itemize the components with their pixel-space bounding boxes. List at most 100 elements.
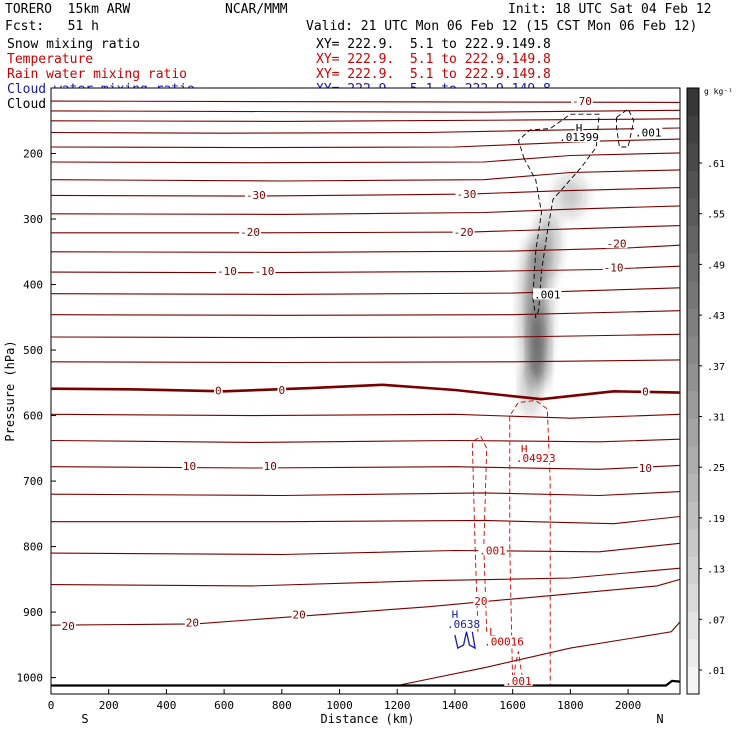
- colorbar-label: .49: [707, 260, 725, 271]
- colorbar-segment: [687, 528, 699, 557]
- label-backdrop: [533, 288, 562, 300]
- contour-label: .04923: [516, 452, 556, 465]
- y-tick-label: 1000: [17, 672, 44, 685]
- contour-label: -30: [457, 188, 477, 201]
- temperature-contour: [50, 567, 681, 587]
- rain-contour: [509, 400, 551, 686]
- contour-label: .001: [635, 127, 662, 140]
- contour-label: .00016: [484, 636, 524, 649]
- x-tick-label: 2000: [615, 699, 642, 712]
- colorbar-segment: [687, 391, 699, 420]
- colorbar-label: .07: [707, 615, 725, 626]
- label-backdrop: [455, 188, 478, 200]
- contour-label: 0: [279, 384, 286, 397]
- label-backdrop: [504, 674, 533, 686]
- colorbar-label: .55: [707, 210, 725, 221]
- x-tick-label: 1400: [442, 699, 469, 712]
- label-backdrop: [478, 544, 507, 556]
- center-label: NCAR/MMM: [225, 2, 288, 17]
- temperature-contour: [50, 205, 681, 215]
- colorbar-segment: [687, 418, 699, 447]
- contour-label: 10: [264, 460, 277, 473]
- colorbar-segment: [687, 363, 699, 392]
- mixing-ratio-shade: [522, 363, 538, 416]
- label-backdrop: [514, 452, 557, 464]
- contour-label: .01399: [559, 131, 599, 144]
- label-backdrop: [239, 226, 261, 238]
- contour-label: .001: [505, 675, 532, 688]
- temperature-contour: [50, 244, 681, 253]
- y-tick-label: 400: [23, 279, 43, 292]
- contour-label: -20: [454, 226, 474, 239]
- label-backdrop: [519, 442, 529, 454]
- temperature-contour: [50, 265, 681, 274]
- y-tick-label: 700: [23, 475, 43, 488]
- y-tick-label: 500: [23, 344, 43, 357]
- colorbar-segment: [687, 473, 699, 502]
- temperature-contour: [50, 438, 681, 443]
- contour-label: -10: [217, 265, 237, 278]
- temperature-contour: [50, 413, 681, 419]
- rain-contour: [471, 435, 488, 632]
- contour-label: .001: [479, 545, 506, 558]
- valid-label: Valid: 21 UTC Mon 06 Feb 12 (15 CST Mon …: [306, 19, 698, 34]
- contour-label: -20: [240, 226, 260, 239]
- x-tick-label: 1200: [384, 699, 411, 712]
- colorbar-label: .01: [707, 666, 725, 677]
- label-backdrop: [605, 237, 628, 249]
- y-tick-label: 200: [23, 148, 43, 161]
- y-tick-label: 800: [23, 541, 43, 554]
- label-backdrop: [488, 625, 497, 637]
- temperature-contour: [50, 359, 681, 364]
- y-tick-label: 300: [23, 213, 43, 226]
- terrain-line: [51, 679, 681, 687]
- label-backdrop: [637, 461, 653, 473]
- y-tick-label: 600: [23, 410, 43, 423]
- contour-label: -10: [604, 262, 624, 275]
- contour-label: -30: [246, 189, 266, 202]
- temperature-contour: [50, 169, 681, 182]
- label-backdrop: [216, 264, 238, 276]
- colorbar-segment: [687, 253, 699, 282]
- contour-label: 10: [639, 462, 652, 475]
- field-name: Rain water mixing ratio: [7, 67, 188, 82]
- cloud-water-contour: [454, 631, 476, 650]
- contour-label: .001: [534, 288, 561, 301]
- colorbar-segment: [687, 583, 699, 612]
- contour-label: H: [576, 122, 583, 135]
- colorbar-segment: [687, 556, 699, 585]
- contour-label: 20: [186, 617, 199, 630]
- colorbar-segment: [687, 198, 699, 227]
- mixing-ratio-shade: [537, 212, 558, 278]
- temperature-contour: [50, 383, 681, 401]
- x-tick-label: 800: [272, 699, 292, 712]
- snow-contour: [517, 113, 600, 319]
- colorbar-segment: [687, 308, 699, 337]
- colorbar-segment: [687, 446, 699, 475]
- colorbar-segment: [687, 638, 699, 667]
- label-backdrop: [558, 131, 600, 143]
- field-name: Snow mixing ratio: [7, 37, 141, 52]
- colorbar-segment: [687, 88, 699, 117]
- x-tick-label: 1000: [326, 699, 353, 712]
- colorbar-label: .43: [707, 311, 725, 322]
- y-axis-label: Pressure (hPa): [3, 340, 17, 441]
- colorbar-unit: g kg⁻¹: [704, 87, 733, 96]
- fcst-label: Fcst: 51 h: [5, 19, 99, 34]
- label-backdrop: [634, 126, 663, 138]
- temperature-contour: [50, 491, 681, 497]
- colorbar-label: .61: [707, 159, 725, 170]
- label-backdrop: [473, 594, 489, 606]
- colorbar-frame: [686, 87, 700, 695]
- field-xy: XY= 222.9. 5.1 to 222.9.149.8: [316, 37, 551, 52]
- x-tick-label: 200: [99, 699, 119, 712]
- colorbar-segment: [687, 611, 699, 640]
- x-tick-label: 600: [214, 699, 234, 712]
- field-name: Temperature: [7, 52, 94, 67]
- contour-label: -70: [572, 95, 592, 108]
- temperature-contour: [50, 542, 681, 556]
- label-backdrop: [446, 617, 482, 629]
- contour-label: .0638: [447, 618, 480, 631]
- temperature-contour: [50, 310, 681, 316]
